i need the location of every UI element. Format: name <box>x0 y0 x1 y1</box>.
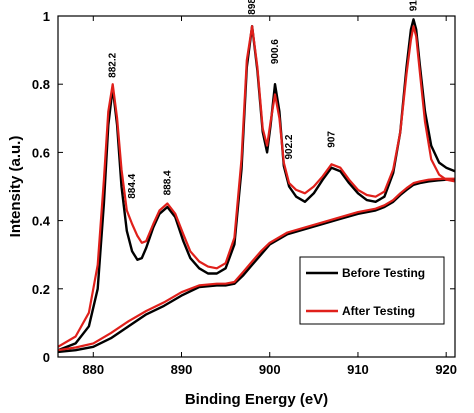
x-tick-label: 890 <box>171 362 193 377</box>
peak-label-898: 898 <box>247 0 258 15</box>
peak-label-902-2: 902.2 <box>284 134 295 159</box>
peak-annotations: 882.2 884.4 888.4 898 900.6 902.2 907 916.3 <box>108 0 420 199</box>
peak-label-907: 907 <box>326 131 337 148</box>
before-testing-background-line <box>57 178 455 354</box>
x-tick-label: 900 <box>259 362 281 377</box>
y-tick-label: 0.6 <box>32 145 50 160</box>
y-tick-label: 0.2 <box>32 282 50 297</box>
plot-frame <box>57 15 456 358</box>
legend-label-before-testing: Before Testing <box>342 266 425 280</box>
legend-label-after-testing: After Testing <box>342 304 415 318</box>
x-axis-label: Binding Energy (eV) <box>185 391 328 408</box>
peak-label-884-4: 884.4 <box>127 173 138 198</box>
peak-label-882-2: 882.2 <box>108 52 119 77</box>
legend-box <box>299 256 445 325</box>
x-tick-label: 910 <box>347 362 369 377</box>
y-tick-label: 0.8 <box>32 77 50 92</box>
axis-ticks: 880 890 900 910 920 0 0.2 0.4 0.6 0.8 1 <box>32 9 457 377</box>
y-axis-label: Intensity (a.u.) <box>7 136 24 238</box>
y-tick-label: 0 <box>43 350 50 365</box>
x-tick-label: 880 <box>82 362 104 377</box>
peak-label-916-3: 916.3 <box>408 0 419 11</box>
peak-label-900-6: 900.6 <box>270 39 281 64</box>
y-tick-label: 0.4 <box>32 214 51 229</box>
plot-lines <box>57 18 456 354</box>
after-testing-background-line <box>57 177 455 352</box>
peak-label-888-4: 888.4 <box>162 170 173 195</box>
y-tick-label: 1 <box>43 9 50 24</box>
legend: Before Testing After Testing <box>299 256 445 325</box>
after-testing-spectrum-line <box>57 25 456 348</box>
x-tick-label: 920 <box>435 362 457 377</box>
